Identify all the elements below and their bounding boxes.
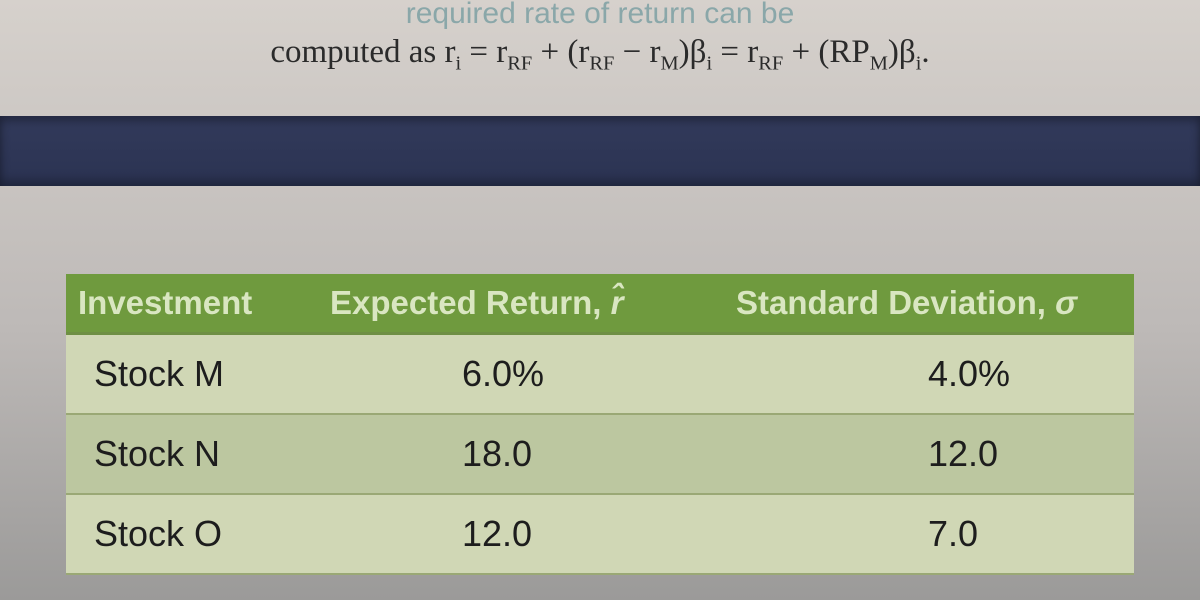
inv-name: Stock M: [66, 334, 322, 415]
inv-return: 12.0: [322, 494, 728, 574]
capm-formula: computed as ri = rRF + (rRF − rM)βi = rR…: [0, 31, 1200, 77]
table-row: Stock O 12.0 7.0: [66, 494, 1134, 574]
sigma-symbol: σ: [1055, 284, 1077, 321]
period: .: [921, 34, 929, 70]
close-beta-1: )β: [679, 34, 707, 70]
faint-line: required rate of return can be: [0, 0, 1200, 33]
col-sd-label: Standard Deviation,: [736, 284, 1055, 321]
col-expected-return: Expected Return, r̂: [322, 274, 728, 334]
inv-return: 18.0: [322, 414, 728, 494]
investment-table: Investment Expected Return, r̂ Standard …: [66, 274, 1134, 575]
table-row: Stock M 6.0% 4.0%: [66, 334, 1134, 415]
close-beta-2: )β: [888, 34, 916, 70]
table-header-row: Investment Expected Return, r̂ Standard …: [66, 274, 1134, 334]
r-hat-symbol: r̂: [611, 284, 624, 321]
rf-sub-3: RF: [758, 53, 783, 75]
inv-return: 6.0%: [322, 334, 728, 415]
plus-rp: + (RP: [783, 34, 869, 70]
eq2: = r: [712, 34, 758, 70]
rf-sub-1: RF: [507, 53, 532, 75]
col-investment: Investment: [66, 274, 322, 334]
page: required rate of return can be computed …: [0, 0, 1200, 600]
col-er-label: Expected Return,: [330, 284, 611, 321]
rf-sub-2: RF: [589, 53, 614, 75]
lhs: r: [444, 34, 455, 70]
inv-sd: 7.0: [728, 494, 1134, 574]
section-divider-bar: [0, 116, 1200, 186]
inv-sd: 12.0: [728, 414, 1134, 494]
table-row: Stock N 18.0 12.0: [66, 414, 1134, 494]
inv-sd: 4.0%: [728, 334, 1134, 415]
plus-open: + (r: [532, 34, 589, 70]
col-std-dev: Standard Deviation, σ: [728, 274, 1134, 334]
inv-name: Stock N: [66, 414, 322, 494]
inv-name: Stock O: [66, 494, 322, 574]
m-sub-1: M: [660, 53, 678, 75]
minus-rm: − r: [614, 34, 660, 70]
m-sub-2: M: [870, 53, 888, 75]
eq1: = r: [461, 34, 507, 70]
formula-block: required rate of return can be computed …: [0, 0, 1200, 77]
formula-prefix: computed as: [270, 34, 444, 70]
